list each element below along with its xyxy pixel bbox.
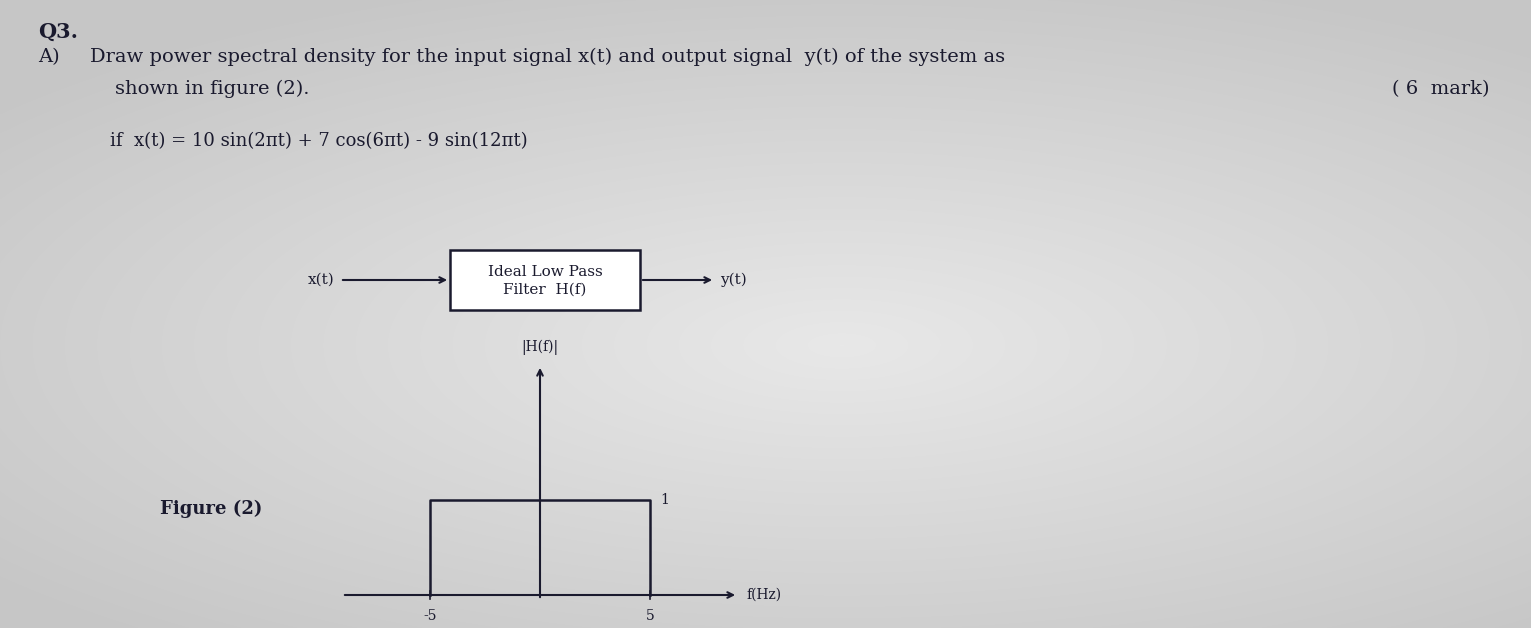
Text: Q3.: Q3. — [38, 22, 78, 42]
Text: -5: -5 — [423, 609, 436, 623]
Text: ( 6  mark): ( 6 mark) — [1393, 80, 1490, 98]
Text: Figure (2): Figure (2) — [161, 500, 262, 518]
Text: 5: 5 — [646, 609, 654, 623]
Text: Ideal Low Pass: Ideal Low Pass — [488, 265, 602, 279]
Text: f(Hz): f(Hz) — [746, 588, 781, 602]
Text: A): A) — [38, 48, 60, 66]
Text: shown in figure (2).: shown in figure (2). — [90, 80, 309, 98]
Text: 1: 1 — [660, 493, 669, 507]
Text: y(t): y(t) — [720, 273, 747, 287]
Text: if  x(t) = 10 sin(2πt) + 7 cos(6πt) - 9 sin(12πt): if x(t) = 10 sin(2πt) + 7 cos(6πt) - 9 s… — [110, 132, 528, 150]
Text: x(t): x(t) — [308, 273, 335, 287]
Text: Draw power spectral density for the input signal x(t) and output signal  y(t) of: Draw power spectral density for the inpu… — [90, 48, 1006, 66]
Text: |H(f)|: |H(f)| — [522, 340, 559, 355]
Bar — [450, 250, 640, 310]
Text: Filter  H(f): Filter H(f) — [504, 283, 586, 297]
